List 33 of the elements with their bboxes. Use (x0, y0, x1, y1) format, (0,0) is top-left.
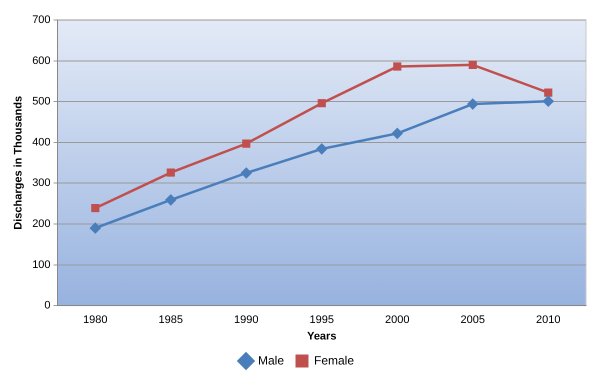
point (90, 222, 101, 234)
legend-label: Male (258, 353, 284, 368)
x-tick-label: 2010 (536, 314, 560, 326)
y-tick-label: 600 (32, 54, 51, 67)
point (392, 128, 403, 139)
x-tick-label: 1995 (310, 314, 334, 326)
point (468, 98, 478, 110)
x-tick-label: 2000 (385, 314, 410, 326)
x-axis-title: Years (307, 330, 336, 342)
x-tick-label: 2005 (460, 314, 486, 326)
point (544, 88, 552, 97)
y-tick-label: 400 (32, 136, 51, 148)
point (166, 168, 175, 177)
point (468, 60, 477, 69)
y-tick-label: 500 (32, 96, 51, 108)
point (241, 168, 252, 178)
y-tick-label: 300 (32, 177, 51, 190)
y-tick-label: 700 (32, 14, 51, 26)
y-axis-title: Discharges in Thousands (12, 96, 25, 230)
x-tick-label: 1990 (234, 314, 259, 326)
x-tick-label: 1985 (158, 314, 184, 326)
point (242, 140, 250, 148)
y-tick-label: 100 (32, 258, 51, 271)
point (91, 204, 100, 212)
point (543, 96, 554, 106)
y-tick-label: 0 (44, 300, 51, 312)
point (393, 62, 402, 71)
point (316, 144, 328, 154)
x-tick-label: 1980 (83, 314, 108, 326)
point (166, 194, 176, 206)
y-tick-label: 200 (32, 218, 51, 230)
point (318, 99, 326, 108)
legend-label: Female (314, 353, 354, 368)
